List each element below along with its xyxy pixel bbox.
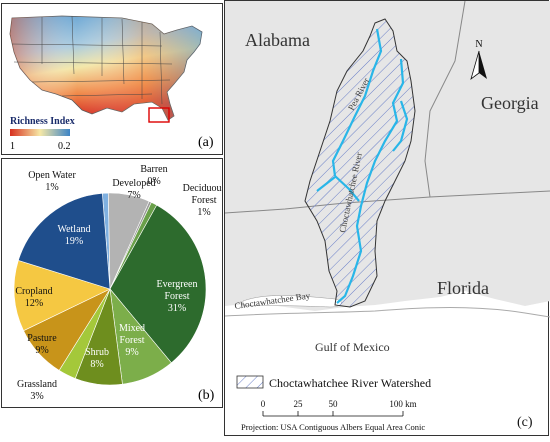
label-florida: Florida <box>437 278 489 298</box>
pct-open-water: 1% <box>45 182 58 193</box>
panel-c-label: (c) <box>517 415 533 430</box>
label-georgia: Georgia <box>481 93 539 113</box>
study-area-box <box>148 107 170 123</box>
label-deciduous-2: Forest <box>192 195 217 206</box>
pct-evergreen: 31% <box>168 303 186 314</box>
label-mixed-1: Mixed <box>119 323 145 334</box>
legend-swatch <box>236 375 264 389</box>
pie-slice-wetland <box>17 192 111 290</box>
watershed-polygon <box>304 18 416 308</box>
panel-a-label: (a) <box>198 135 214 150</box>
watershed-map: Alabama Georgia Florida Gulf of Mexico C… <box>224 0 550 432</box>
legend-colorbar <box>10 129 70 136</box>
panel-a-richness-map: Richness Index 1 0.2 (a) <box>1 3 223 155</box>
pie-slice-evergreen-forest <box>109 204 207 364</box>
panel-b-landcover-pie: Open Water 1% Barren 0% Developed 7% Dec… <box>1 158 225 408</box>
legend-max: 0.2 <box>58 141 71 152</box>
scale-25: 25 <box>294 399 304 409</box>
scalebar <box>262 411 404 417</box>
pct-cropland: 12% <box>25 298 43 309</box>
svg-text:N: N <box>475 39 482 50</box>
label-deciduous-1: Deciduous <box>183 183 222 194</box>
legend-title: Richness Index <box>10 116 75 127</box>
state-borders <box>11 15 173 105</box>
label-shrub: Shrub <box>85 347 109 358</box>
scale-0: 0 <box>261 399 266 409</box>
pct-mixed: 9% <box>125 347 138 358</box>
label-wetland: Wetland <box>57 224 90 235</box>
label-gulf: Gulf of Mexico <box>315 340 390 354</box>
label-open-water: Open Water <box>28 170 76 181</box>
pea-river <box>331 28 383 177</box>
label-cropland: Cropland <box>15 286 52 297</box>
scale-50: 50 <box>329 399 339 409</box>
pct-developed: 7% <box>127 190 140 201</box>
us-richness-map: Richness Index 1 0.2 (a) <box>9 15 214 152</box>
label-barren: Barren <box>140 164 167 175</box>
pct-wetland: 19% <box>65 236 83 247</box>
label-alabama: Alabama <box>245 30 310 50</box>
pct-deciduous: 1% <box>197 207 210 218</box>
choctawhatchee-river <box>336 58 405 304</box>
scale-100: 100 km <box>389 399 416 409</box>
north-arrow-icon: N <box>470 39 487 81</box>
panel-c-watershed-map: Alabama Georgia Florida Gulf of Mexico C… <box>224 0 550 436</box>
legend-label: Choctawhatchee River Watershed <box>269 376 431 390</box>
label-mixed-2: Forest <box>120 335 145 346</box>
projection-note: Projection: USA Contiguous Albers Equal … <box>241 422 425 432</box>
legend-min: 1 <box>10 141 15 152</box>
pie-slice-cropland <box>13 260 111 332</box>
label-developed: Developed <box>112 178 155 189</box>
label-evergreen-2: Forest <box>165 291 190 302</box>
landcover-pie-chart: Open Water 1% Barren 0% Developed 7% Dec… <box>13 164 225 403</box>
label-evergreen-1: Evergreen <box>157 279 198 290</box>
pct-pasture: 9% <box>35 345 48 356</box>
pct-grassland: 3% <box>30 391 43 402</box>
panel-b-label: (b) <box>198 388 215 403</box>
label-grassland: Grassland <box>17 379 57 390</box>
label-pasture: Pasture <box>27 333 57 344</box>
river-network <box>316 28 409 304</box>
pct-barren: 0% <box>147 176 160 187</box>
pct-shrub: 8% <box>90 359 103 370</box>
